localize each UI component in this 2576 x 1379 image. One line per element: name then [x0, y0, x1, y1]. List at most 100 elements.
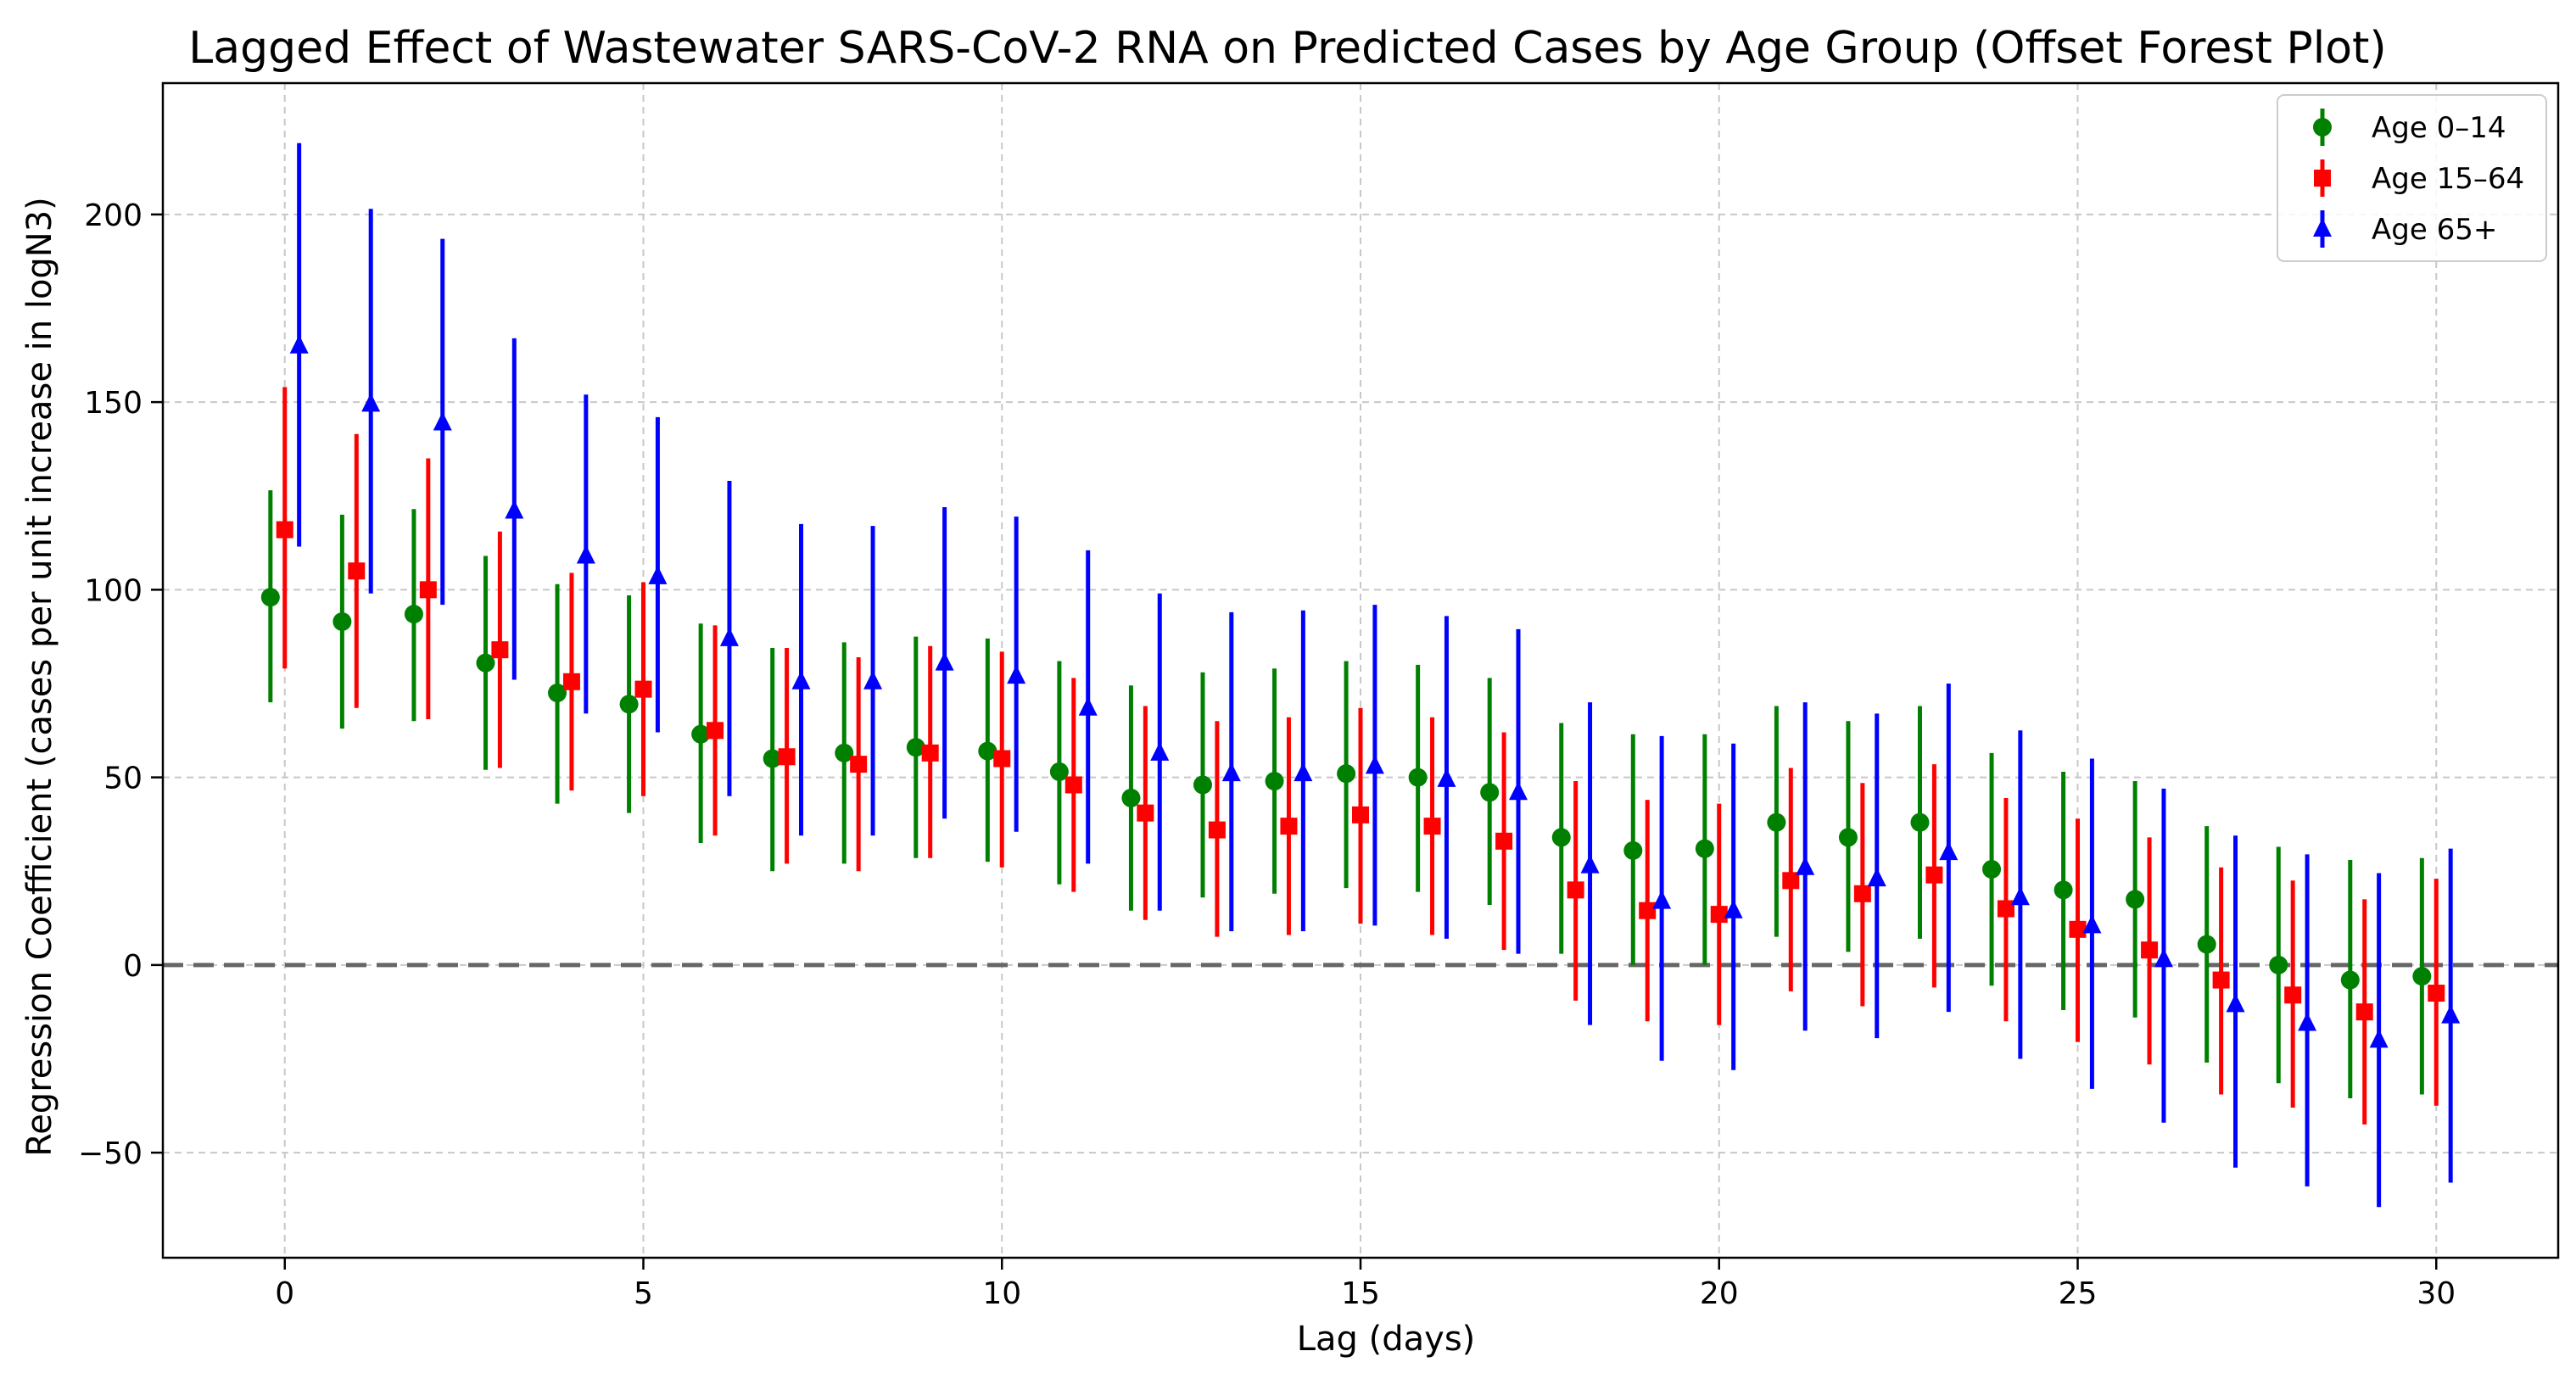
- axis-ticks: 0 5 10 15 20 25 30 −50 0 50 100 150 200: [78, 198, 2456, 1311]
- point-estimate: [433, 411, 452, 431]
- point-estimate: [1049, 762, 1069, 781]
- point-estimate: [906, 738, 925, 757]
- point-estimate: [276, 521, 293, 539]
- y-tick-label: 150: [84, 386, 142, 421]
- point-estimate: [2082, 914, 2102, 934]
- point-estimate: [2284, 986, 2302, 1004]
- legend-marker-shape: [2313, 218, 2332, 237]
- point-estimate: [1910, 812, 1930, 832]
- point-estimate: [1623, 840, 1643, 860]
- point-estimate: [2054, 880, 2073, 900]
- point-estimate: [763, 749, 782, 768]
- point-estimate: [2212, 971, 2230, 989]
- point-estimate: [289, 334, 309, 354]
- x-tick-label: 10: [982, 1276, 1021, 1311]
- point-estimate: [1925, 866, 1943, 884]
- point-estimate: [2369, 1029, 2389, 1048]
- point-estimate: [576, 544, 595, 564]
- y-tick-label: 50: [103, 762, 142, 796]
- legend-entry-age-65-plus: Age 65+: [2313, 210, 2497, 248]
- point-estimate: [1767, 812, 1786, 832]
- point-estimate: [2441, 1004, 2461, 1024]
- legend-label: Age 15–64: [2372, 162, 2524, 196]
- point-estimate: [1280, 818, 1298, 835]
- legend-marker-triangle: [2313, 210, 2332, 248]
- point-estimate: [2154, 948, 2173, 968]
- point-estimate: [2010, 886, 2030, 906]
- point-estimate: [1838, 828, 1858, 847]
- point-estimate: [2269, 955, 2288, 974]
- point-estimate: [419, 581, 437, 599]
- point-estimate: [1208, 821, 1226, 839]
- point-estimate: [1997, 900, 2014, 918]
- point-estimate: [648, 565, 668, 584]
- point-estimate: [1437, 768, 1456, 787]
- y-tick-label: 100: [84, 573, 142, 608]
- x-tick-label: 0: [275, 1276, 294, 1311]
- point-estimate: [2226, 993, 2245, 1013]
- point-estimate: [978, 741, 997, 761]
- point-estimate: [1710, 906, 1728, 924]
- point-estimate: [1365, 755, 1384, 774]
- legend-label: Age 0–14: [2372, 111, 2506, 145]
- point-estimate: [2340, 970, 2360, 990]
- point-estimate: [719, 627, 739, 646]
- point-estimate: [1509, 781, 1528, 801]
- x-tick-label: 30: [2417, 1276, 2456, 1311]
- point-estimate: [691, 724, 711, 744]
- point-estimate: [791, 670, 811, 690]
- point-estimate: [260, 588, 280, 607]
- point-estimate: [835, 743, 854, 762]
- point-estimate: [2197, 935, 2216, 954]
- y-tick-label: 200: [84, 198, 142, 233]
- point-estimate: [1150, 741, 1170, 761]
- grid-lines: [163, 83, 2558, 1258]
- legend-marker-shape: [2313, 118, 2332, 137]
- point-estimate: [1867, 868, 1886, 887]
- y-tick-label: 0: [123, 949, 142, 984]
- point-estimate: [1695, 839, 1714, 858]
- legend: Age 0–14 Age 15–64 Age 65+: [2277, 94, 2547, 262]
- point-estimate: [1294, 762, 1313, 782]
- legend-entry-age-15-64: Age 15–64: [2314, 159, 2524, 197]
- point-estimate: [707, 722, 724, 740]
- point-estimate: [1853, 885, 1871, 902]
- point-estimate: [2141, 941, 2159, 959]
- point-estimate: [332, 611, 352, 631]
- point-estimate: [1193, 775, 1212, 795]
- point-estimate: [348, 562, 366, 580]
- series-square: [276, 387, 2445, 1125]
- point-estimate: [1639, 902, 1657, 919]
- point-estimate: [1796, 856, 1815, 875]
- point-estimate: [1567, 881, 1584, 899]
- point-estimate: [993, 750, 1011, 768]
- point-estimate: [1337, 764, 1356, 784]
- y-tick-label: −50: [78, 1136, 142, 1171]
- point-estimate: [1137, 804, 1154, 822]
- point-estimate: [1221, 762, 1241, 782]
- point-estimate: [1939, 841, 1959, 861]
- x-tick-label: 25: [2059, 1276, 2098, 1311]
- point-estimate: [1078, 696, 1098, 716]
- point-estimate: [1480, 783, 1500, 802]
- point-estimate: [1652, 890, 1672, 909]
- point-estimate: [1064, 776, 1082, 794]
- series-triangle: [289, 142, 2461, 1208]
- point-estimate: [935, 651, 954, 671]
- point-estimate: [1121, 788, 1141, 807]
- point-estimate: [1495, 832, 1513, 850]
- point-estimate: [361, 393, 381, 412]
- point-estimate: [2069, 920, 2087, 938]
- x-tick-label: 20: [1700, 1276, 1739, 1311]
- point-estimate: [634, 680, 652, 698]
- legend-label: Age 65+: [2372, 213, 2497, 247]
- point-estimate: [850, 756, 868, 773]
- point-estimate: [778, 748, 796, 766]
- legend-marker-circle: [2313, 109, 2332, 146]
- point-estimate: [476, 653, 495, 673]
- series-layer: [260, 142, 2461, 1208]
- point-estimate: [1265, 772, 1284, 791]
- x-axis-label: Lag (days): [1297, 1320, 1476, 1359]
- point-estimate: [2126, 890, 2145, 909]
